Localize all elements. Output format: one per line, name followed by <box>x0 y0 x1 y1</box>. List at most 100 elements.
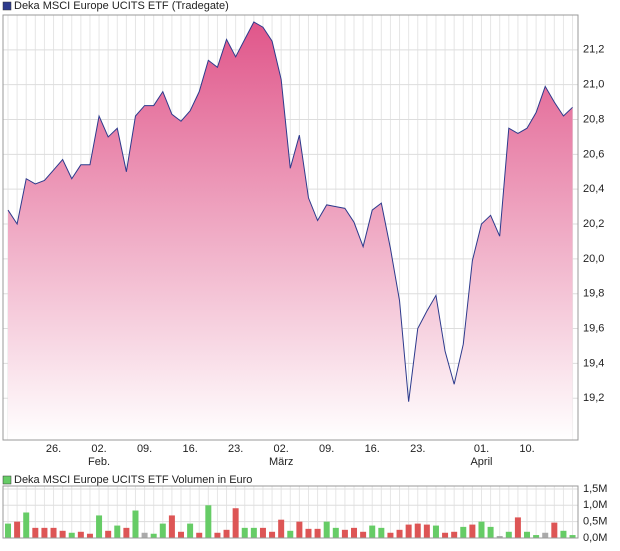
bar <box>68 532 75 538</box>
y-tick-label: 0,5M <box>583 516 607 528</box>
bar <box>223 529 230 538</box>
legend-swatch <box>2 1 12 11</box>
y-tick-label: 20,4 <box>583 183 604 195</box>
y-tick-label: 20,2 <box>583 218 604 230</box>
x-tick-label: 23. <box>410 443 425 455</box>
bar <box>378 527 385 538</box>
x-tick-label: 26. <box>46 443 61 455</box>
bar <box>250 527 257 538</box>
legend-label: Deka MSCI Europe UCITS ETF (Tradegate) <box>14 0 229 12</box>
bar <box>323 521 330 538</box>
bar <box>41 527 48 538</box>
y-tick-label: 19,8 <box>583 288 604 300</box>
y-tick-label: 19,6 <box>583 322 604 334</box>
bar <box>141 532 148 538</box>
x-tick-label: 02. <box>274 443 289 455</box>
bar <box>5 523 12 538</box>
bar <box>96 515 103 538</box>
bar <box>341 529 348 538</box>
bar <box>514 517 521 538</box>
x-tick-label: 10. <box>519 443 534 455</box>
area <box>8 21 573 440</box>
bar <box>487 526 494 538</box>
bar <box>241 527 248 538</box>
bar <box>269 531 276 538</box>
month-label: März <box>269 456 293 468</box>
x-tick-label: 09. <box>319 443 334 455</box>
legend-swatch <box>2 475 12 485</box>
x-tick-label: 02. <box>91 443 106 455</box>
bar <box>451 531 458 538</box>
bar <box>196 532 203 538</box>
y-tick-label: 0,0M <box>583 532 607 544</box>
bar <box>432 525 439 538</box>
bar <box>123 527 130 538</box>
y-tick-label: 19,2 <box>583 392 604 404</box>
bar <box>159 523 166 538</box>
bar <box>178 531 185 538</box>
bar <box>478 521 485 538</box>
bar <box>533 535 540 538</box>
bar <box>369 525 376 538</box>
bar <box>77 531 84 538</box>
bar <box>505 531 512 538</box>
y-tick-label: 19,4 <box>583 357 604 369</box>
bar <box>132 510 139 538</box>
month-label: Feb. <box>88 456 110 468</box>
bar <box>360 531 367 538</box>
bar <box>396 529 403 538</box>
x-tick-label: 16. <box>365 443 380 455</box>
bar <box>460 526 467 538</box>
bar <box>524 531 531 538</box>
x-tick-label: 23. <box>228 443 243 455</box>
bar <box>442 532 449 538</box>
bar <box>23 512 30 538</box>
bar <box>542 532 549 538</box>
bar <box>423 524 430 538</box>
bar <box>314 528 321 538</box>
y-tick-label: 20,0 <box>583 253 604 265</box>
bar <box>469 524 476 538</box>
bar <box>50 527 57 538</box>
bar <box>14 521 21 538</box>
x-tick-label: 16. <box>182 443 197 455</box>
bar <box>332 527 339 538</box>
plot-border <box>2 14 579 441</box>
bar <box>551 522 558 538</box>
bar <box>305 528 312 538</box>
y-tick-label: 1,0M <box>583 499 607 511</box>
bar <box>32 527 39 538</box>
bar <box>259 527 266 538</box>
y-tick-label: 20,6 <box>583 148 604 160</box>
x-tick-label: 09. <box>137 443 152 455</box>
bar <box>168 515 175 538</box>
bar <box>405 524 412 538</box>
y-tick-label: 21,0 <box>583 79 604 91</box>
bar <box>150 533 157 538</box>
bar <box>205 505 212 538</box>
y-tick-label: 20,8 <box>583 113 604 125</box>
bar <box>496 536 503 538</box>
bar <box>287 530 294 538</box>
plot-border <box>2 485 579 539</box>
bar <box>351 527 358 538</box>
x-tick-label: 01. <box>474 443 489 455</box>
bar <box>86 533 93 538</box>
bar <box>278 519 285 538</box>
bar <box>214 532 221 538</box>
y-tick-label: 1,5M <box>583 483 607 495</box>
month-label: April <box>470 456 492 468</box>
bar <box>296 521 303 538</box>
line <box>7 21 573 402</box>
legend-label: Deka MSCI Europe UCITS ETF Volumen in Eu… <box>14 474 252 486</box>
bar <box>560 530 567 538</box>
bar <box>114 525 121 538</box>
bar <box>232 508 239 538</box>
bar <box>59 530 66 538</box>
bar <box>414 523 421 538</box>
y-tick-label: 21,2 <box>583 44 604 56</box>
bar <box>569 535 576 538</box>
bar <box>105 530 112 538</box>
bar <box>187 523 194 538</box>
